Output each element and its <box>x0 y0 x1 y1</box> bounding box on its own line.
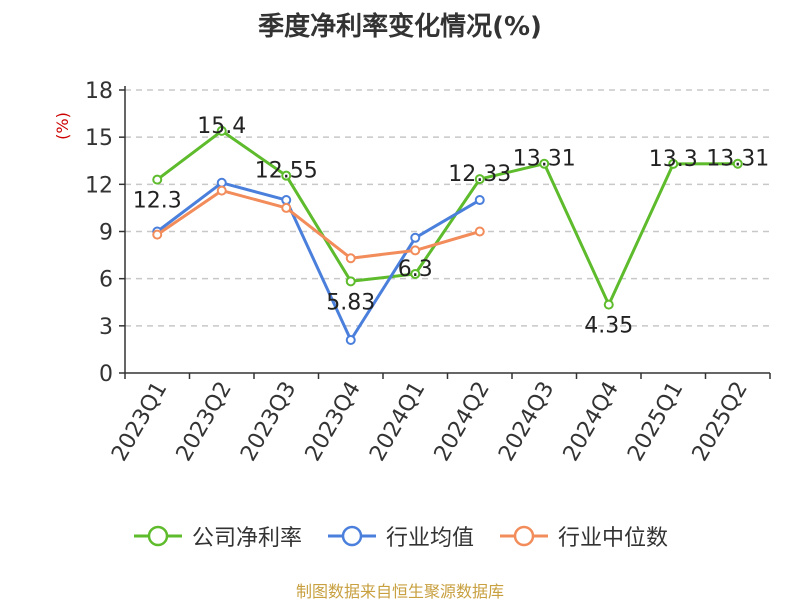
chart-title: 季度净利率变化情况(%) <box>258 12 542 42</box>
data-point <box>539 158 550 169</box>
data-point <box>216 185 227 196</box>
data-label: 12.55 <box>255 159 318 184</box>
y-tick-label: 3 <box>99 315 113 340</box>
data-label: 13.31 <box>513 147 576 172</box>
data-label: 13.31 <box>706 147 769 172</box>
data-label: 4.35 <box>584 314 633 339</box>
y-tick-label: 9 <box>99 221 113 246</box>
grid-layer <box>125 89 770 327</box>
source-note: 制图数据来自恒生聚源数据库 <box>295 582 504 601</box>
data-point <box>474 195 485 206</box>
legend-label: 行业均值 <box>385 526 474 551</box>
x-tick-label: 2024Q2 <box>430 378 495 466</box>
series-line <box>156 181 481 342</box>
data-label: 12.3 <box>133 189 182 214</box>
legend-label: 公司净利率 <box>191 526 302 551</box>
x-tick-label: 2023Q2 <box>172 378 237 466</box>
legend-label: 行业中位数 <box>558 526 669 551</box>
series-0 <box>152 125 743 310</box>
legend-circle <box>513 525 535 547</box>
x-tick-label: 2023Q4 <box>301 378 366 466</box>
x-tick-label: 2024Q3 <box>494 378 559 466</box>
legend-circle <box>341 525 363 547</box>
data-point <box>281 202 292 213</box>
data-label: 5.83 <box>326 290 375 315</box>
data-point <box>410 232 421 243</box>
x-tick-label: 2023Q3 <box>236 378 301 466</box>
data-point <box>152 229 163 240</box>
data-label: 15.4 <box>197 114 246 139</box>
x-tick-label: 2025Q2 <box>688 378 753 466</box>
series-line <box>156 129 738 307</box>
data-point <box>216 125 227 136</box>
line-chart: 0 3 6 9 12 15 18 2023Q1 2023Q2 2023Q3 2023Q4 2024Q1… <box>53 79 771 466</box>
series-line <box>156 189 481 260</box>
data-point <box>281 195 292 206</box>
legend-item[interactable]: 行业均值 <box>326 520 474 552</box>
series-layer <box>152 125 743 345</box>
data-point <box>345 253 356 264</box>
legend-marker <box>500 525 548 547</box>
data-point <box>345 276 356 287</box>
data-point <box>732 158 743 169</box>
data-point <box>216 177 227 188</box>
x-tick-label: 2024Q4 <box>559 378 624 466</box>
data-label: 12.33 <box>448 162 511 187</box>
data-point <box>281 170 292 181</box>
data-label: 6.3 <box>398 257 433 282</box>
x-tick-label: 2024Q1 <box>365 378 430 466</box>
data-point <box>410 245 421 256</box>
legend-circle <box>147 525 169 547</box>
data-point <box>410 268 421 279</box>
y-tick-label: 15 <box>85 126 113 151</box>
y-tick-label: 12 <box>85 173 113 198</box>
x-tick-label: 2025Q1 <box>623 378 688 466</box>
legend-item[interactable]: 公司净利率 <box>132 520 302 552</box>
data-label: 13.3 <box>649 147 698 172</box>
data-point <box>474 226 485 237</box>
legend-marker <box>327 525 376 547</box>
y-axis-label: (%) <box>53 112 72 140</box>
legend-item[interactable]: 行业中位数 <box>498 520 668 552</box>
data-point <box>668 158 679 169</box>
legend: 公司净利率 行业均值 行业中位数 <box>0 520 800 552</box>
data-point <box>345 334 356 345</box>
y-tick-label: 18 <box>85 79 113 104</box>
y-tick-label: 0 <box>99 362 113 387</box>
legend-marker <box>133 525 182 547</box>
data-point <box>474 174 485 185</box>
data-point <box>152 174 163 185</box>
x-tick-label: 2023Q1 <box>107 378 172 466</box>
data-point <box>603 299 614 310</box>
y-tick-label: 6 <box>99 268 113 293</box>
series-2 <box>152 185 485 264</box>
